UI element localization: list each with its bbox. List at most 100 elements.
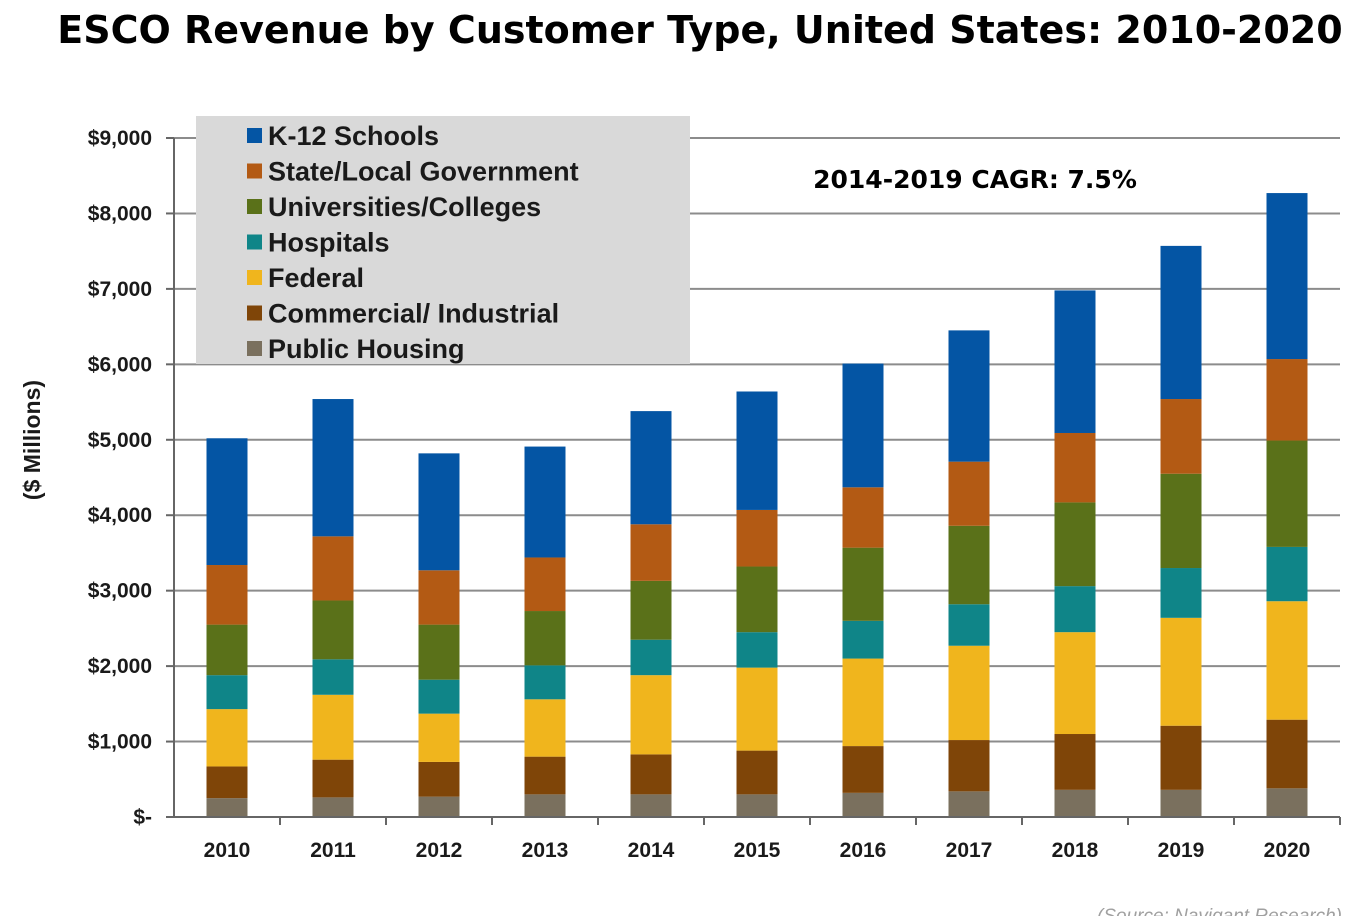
bar-segment-universities-colleges-2016 [842,547,884,621]
bar-segment-hospitals-2016 [842,620,884,659]
bar-segment-state-local-government-2015 [736,509,778,567]
bar-segment-universities-colleges-2018 [1054,502,1096,587]
bar-segment-state-local-government-2018 [1054,432,1096,503]
y-axis-label: ($ Millions) [19,380,45,500]
legend: K-12 Schools State/Local Government Univer… [196,116,690,364]
x-tick-label: 2012 [416,839,463,862]
source-note: (Source: Navigant Research) [1097,906,1342,916]
bar-segment-state-local-government-2012 [418,570,460,625]
legend-swatch [247,128,262,143]
bar-segment-commercial-industrial-2010 [206,766,248,799]
bar-segment-universities-colleges-2014 [630,580,672,640]
y-tick-label: $4,000 [88,504,152,527]
bar-segment-k-12-schools-2018 [1054,290,1096,433]
y-tick-label: $6,000 [88,353,152,376]
bar-segment-hospitals-2012 [418,679,460,714]
bar-segment-public-housing-2016 [842,792,884,817]
bar-segment-universities-colleges-2013 [524,611,566,666]
bar-segment-public-housing-2019 [1160,789,1202,817]
bar-segment-commercial-industrial-2019 [1160,725,1202,790]
bar-segment-public-housing-2012 [418,796,460,817]
bar-segment-k-12-schools-2010 [206,438,248,566]
bar-segment-state-local-government-2011 [312,536,354,601]
bar-segment-hospitals-2020 [1266,546,1308,602]
bar-segment-public-housing-2011 [312,797,354,817]
bar-segment-commercial-industrial-2014 [630,754,672,795]
bar-segment-commercial-industrial-2013 [524,756,566,795]
y-tick-label: $3,000 [88,580,152,603]
x-tick-label: 2020 [1264,839,1311,862]
y-tick-label: $1,000 [88,731,152,754]
bar-segment-federal-2011 [312,694,354,760]
bar-segment-hospitals-2018 [1054,586,1096,633]
bar-segment-state-local-government-2020 [1266,359,1308,441]
bar-segment-federal-2013 [524,699,566,757]
bar-segment-public-housing-2010 [206,798,248,817]
legend-swatch [247,234,262,250]
bar-segment-hospitals-2017 [948,604,990,646]
bar-segment-commercial-industrial-2015 [736,750,778,795]
bar-segment-public-housing-2018 [1054,789,1096,817]
bar-segment-federal-2020 [1266,601,1308,720]
bar-segment-k-12-schools-2015 [736,391,778,510]
y-tick-labels: $- $1,000 $2,000 $3,000 $4,000 $5,000 $6,000 $7… [88,127,152,829]
bar-segment-hospitals-2010 [206,675,248,710]
x-tick-label: 2017 [946,839,993,862]
x-tick-label: 2016 [840,839,887,862]
y-tick-label: $8,000 [88,202,152,225]
bar-segment-k-12-schools-2016 [842,363,884,488]
legend-label: Federal [268,263,364,293]
bar-segment-commercial-industrial-2012 [418,761,460,797]
bar-segment-public-housing-2014 [630,794,672,817]
bar-segment-commercial-industrial-2018 [1054,734,1096,790]
bar-segment-state-local-government-2017 [948,461,990,526]
chart-title: ESCO Revenue by Customer Type, United St… [57,8,1343,52]
legend-swatch [247,341,262,356]
legend-label: Universities/Colleges [268,192,541,222]
x-tick-label: 2011 [310,839,356,862]
x-tick-label: 2014 [628,839,675,862]
bar-segment-federal-2012 [418,713,460,762]
bar-segment-state-local-government-2014 [630,524,672,581]
legend-label: K-12 Schools [268,121,439,151]
x-tick-label: 2018 [1052,839,1099,862]
legend-swatch [247,305,262,321]
bar-segment-hospitals-2013 [524,665,566,700]
bar-segment-federal-2014 [630,675,672,755]
bar-segment-universities-colleges-2011 [312,600,354,660]
bar-segment-hospitals-2019 [1160,568,1202,618]
x-tick-label: 2019 [1158,839,1205,862]
bar-segment-commercial-industrial-2017 [948,740,990,792]
legend-swatch [247,163,262,179]
x-tick-label: 2010 [204,839,251,862]
legend-swatch [247,270,262,285]
bar-segment-federal-2016 [842,658,884,747]
bar-segment-universities-colleges-2010 [206,624,248,676]
y-tick-label: $5,000 [88,429,152,452]
y-tick-label: $- [133,806,152,829]
bar-segment-state-local-government-2010 [206,565,248,625]
bar-segment-state-local-government-2013 [524,557,566,612]
legend-swatch [247,199,262,214]
bar-segment-k-12-schools-2014 [630,411,672,525]
x-tick-labels: 2010 2011 2012 2013 2014 2015 2016 2017 2018 2019… [204,839,1311,862]
bar-segment-universities-colleges-2012 [418,624,460,680]
bar-segment-public-housing-2015 [736,794,778,817]
bar-segment-k-12-schools-2017 [948,330,990,462]
bar-segment-k-12-schools-2012 [418,453,460,571]
legend-label: Public Housing [268,334,465,364]
x-tick-label: 2013 [522,839,569,862]
x-tick-label: 2015 [734,839,781,862]
bar-segment-federal-2019 [1160,617,1202,726]
bar-segment-universities-colleges-2017 [948,525,990,605]
axes [166,137,1341,825]
bar-segment-k-12-schools-2019 [1160,245,1202,400]
bar-segment-commercial-industrial-2011 [312,759,354,798]
bar-segment-commercial-industrial-2016 [842,746,884,793]
y-tick-label: $9,000 [88,127,152,150]
bar-segment-federal-2018 [1054,632,1096,735]
bar-segment-hospitals-2014 [630,639,672,676]
cagr-annotation: 2014-2019 CAGR: 7.5% [813,165,1137,194]
bar-segment-state-local-government-2016 [842,487,884,548]
